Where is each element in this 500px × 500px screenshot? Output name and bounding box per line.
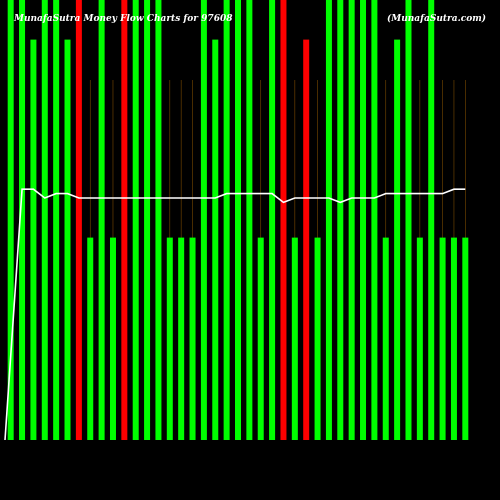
bar-green xyxy=(30,39,37,440)
bar-green xyxy=(428,0,435,440)
bar-green xyxy=(223,0,230,440)
bar-green xyxy=(371,0,378,440)
bar-green xyxy=(405,0,412,440)
bar-green xyxy=(416,237,423,440)
bar-green xyxy=(450,237,457,440)
bar-green xyxy=(166,237,173,440)
bar-green xyxy=(337,0,344,440)
money-flow-line xyxy=(4,188,466,441)
bar-green xyxy=(462,237,469,440)
bar-green xyxy=(382,237,389,440)
bar-red xyxy=(280,0,287,440)
bar-green xyxy=(348,0,355,440)
bar-green xyxy=(19,0,26,440)
bar-green xyxy=(325,0,332,440)
bar-green xyxy=(7,0,14,440)
bar-green xyxy=(98,0,105,440)
bar-green xyxy=(246,0,253,440)
bar-red xyxy=(121,0,128,440)
bar-green xyxy=(109,237,116,440)
bar-green xyxy=(53,0,60,440)
bar-green xyxy=(178,237,185,440)
bar-green xyxy=(189,237,196,440)
bar-green xyxy=(257,237,264,440)
chart-title: MunafaSutra Money Flow Charts for 97608 xyxy=(14,14,233,24)
bar-green xyxy=(212,39,219,440)
bar-red xyxy=(75,0,82,440)
bar-green xyxy=(394,39,401,440)
bar-green xyxy=(269,0,276,440)
bar-green xyxy=(360,0,367,440)
bar-red xyxy=(303,39,310,440)
bar-green xyxy=(314,237,321,440)
bar-green xyxy=(155,0,162,440)
bar-green xyxy=(132,0,139,440)
bar-green xyxy=(87,237,94,440)
bar-green xyxy=(64,39,71,440)
bar-green xyxy=(41,0,48,440)
bar-green xyxy=(439,237,446,440)
bar-green xyxy=(144,0,151,440)
chart-subtitle: (MunafaSutra.com) xyxy=(386,14,486,24)
bar-green xyxy=(291,237,298,440)
bar-green xyxy=(200,0,207,440)
bar-green xyxy=(235,0,241,440)
